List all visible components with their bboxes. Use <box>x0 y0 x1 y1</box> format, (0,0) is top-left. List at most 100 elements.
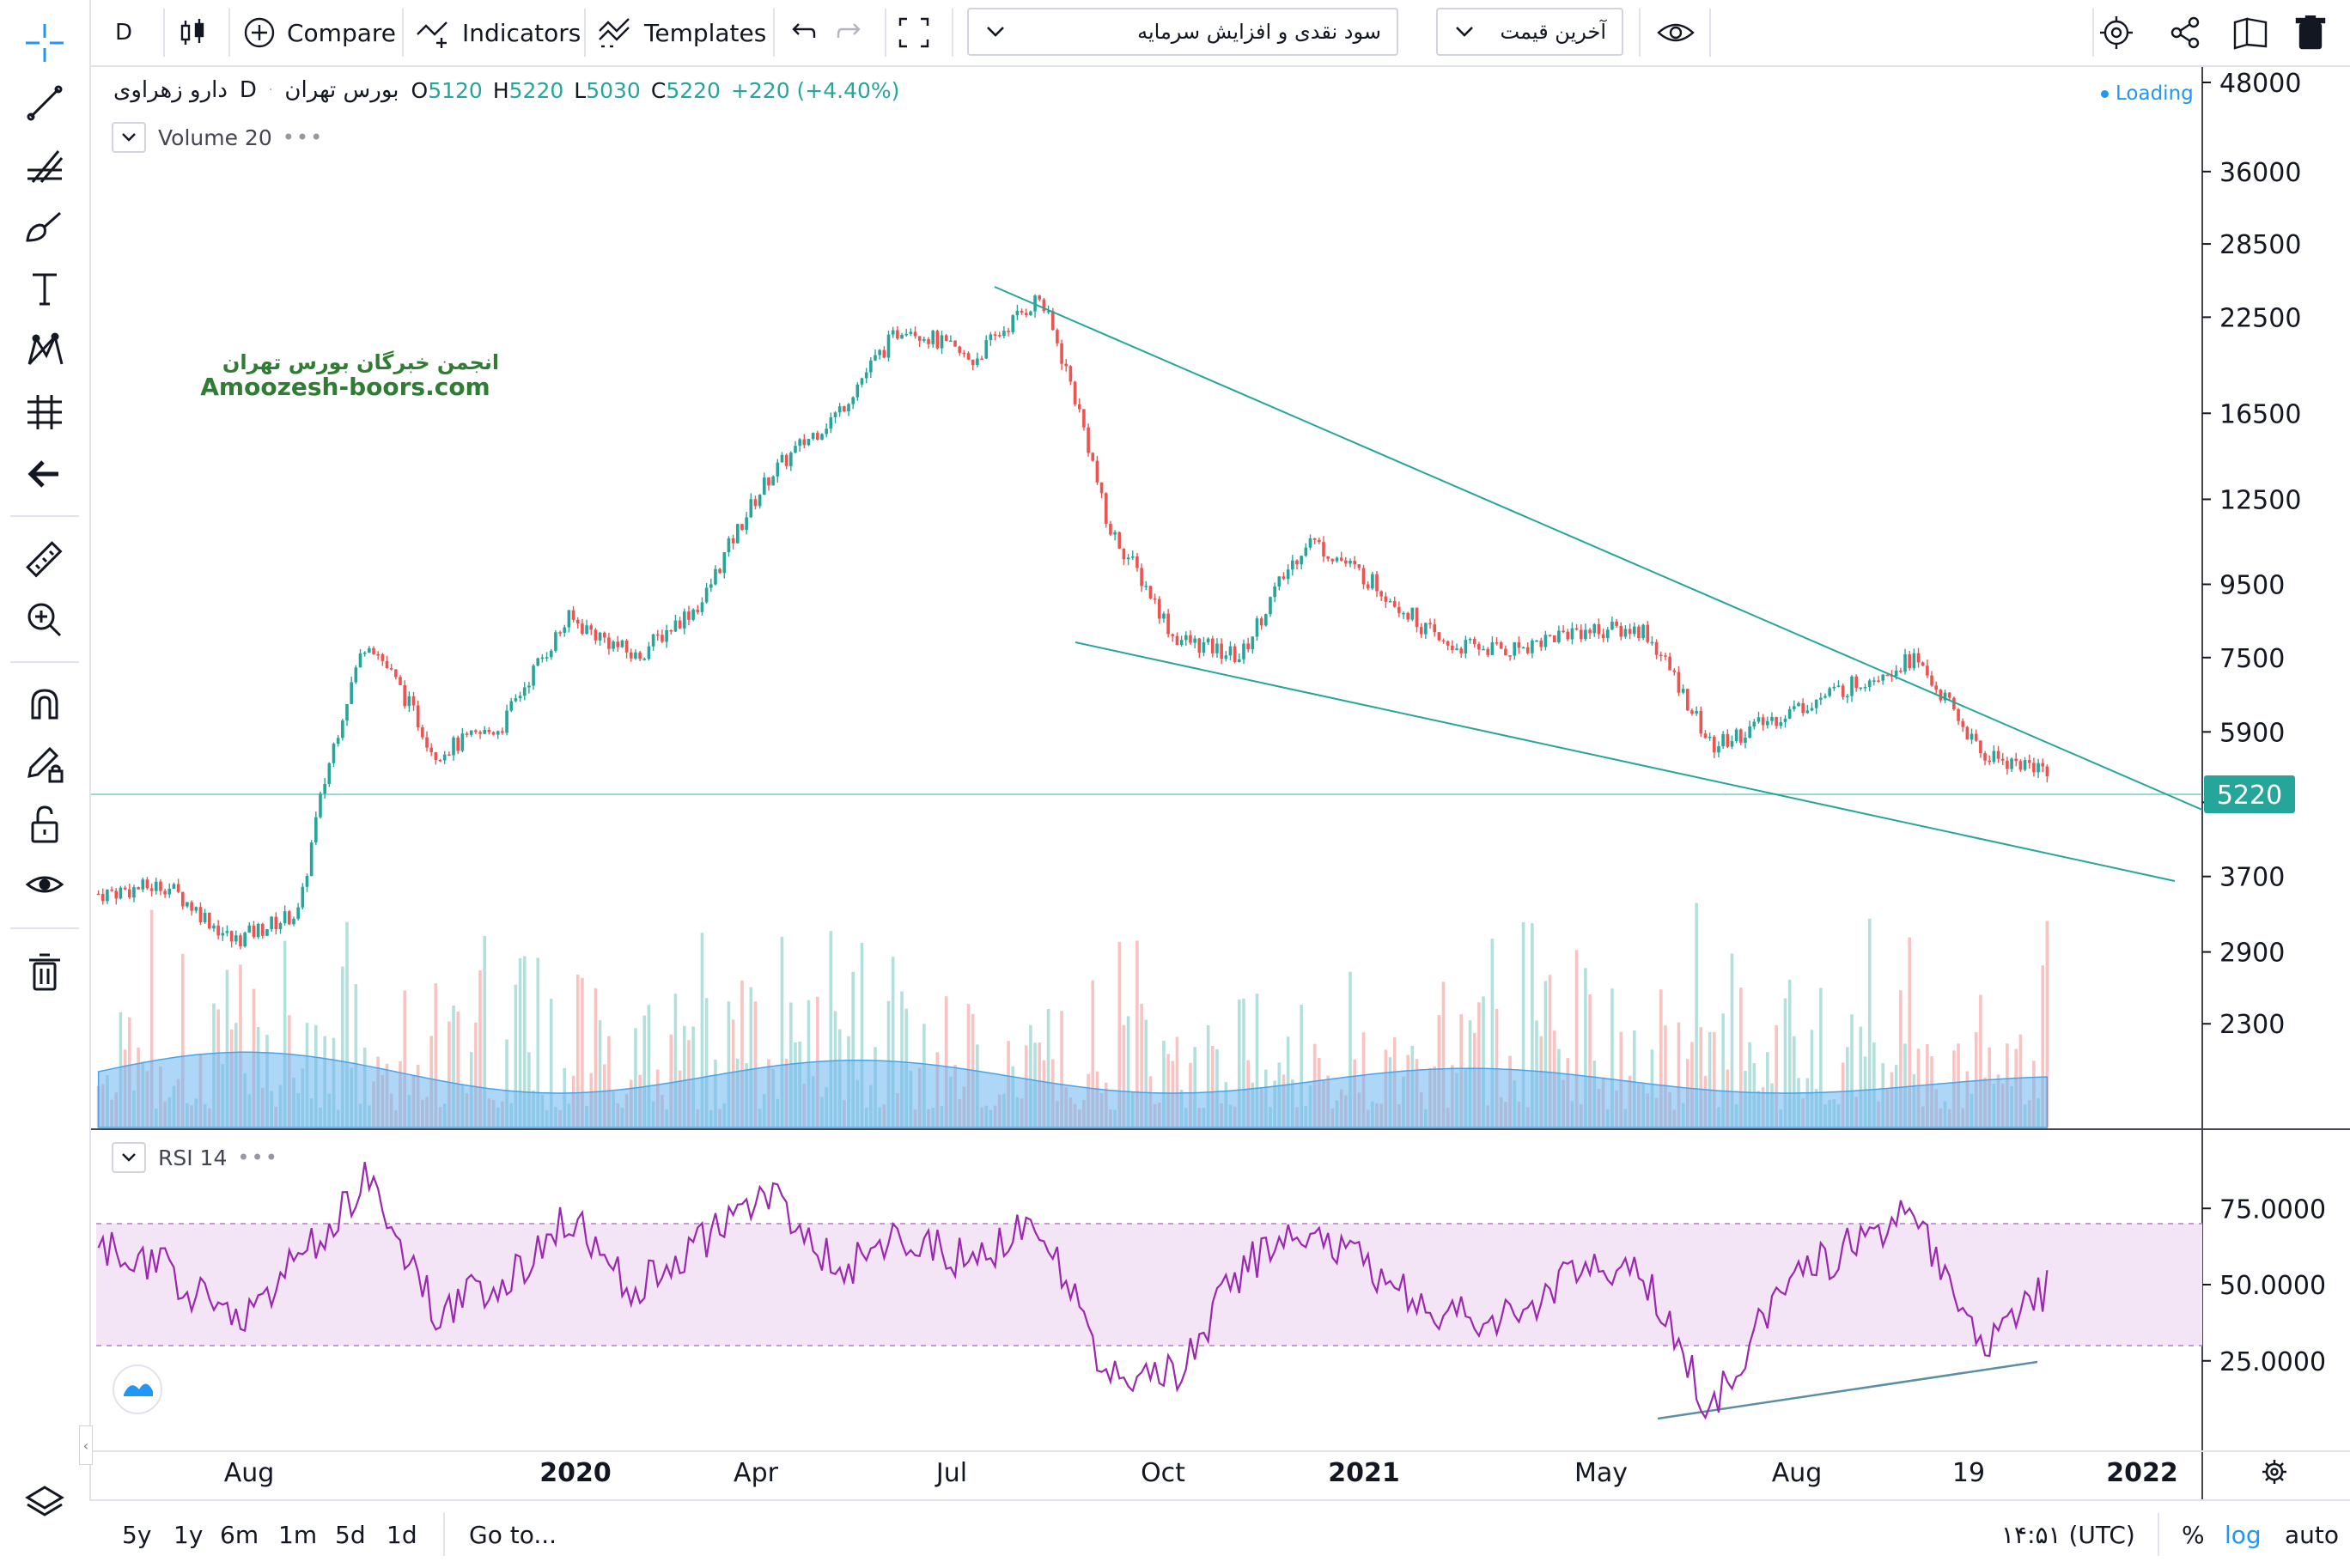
redo-button[interactable] <box>835 9 866 57</box>
range-1d-button[interactable]: 1d <box>387 1520 417 1549</box>
fullscreen-button[interactable] <box>897 9 931 57</box>
lock-tool[interactable] <box>19 800 70 848</box>
price-axis[interactable]: 48000 36000 28500 22500 16500 12500 9500 7500 59… <box>2202 69 2301 1040</box>
pattern-tool[interactable] <box>19 326 70 374</box>
collapse-volume-button[interactable] <box>112 122 146 153</box>
volume-legend[interactable]: Volume 20 ••• <box>112 120 324 155</box>
candle-body <box>1117 532 1122 549</box>
templates-button[interactable]: Templates <box>598 9 766 57</box>
fib-tool[interactable] <box>19 141 70 189</box>
back-tool[interactable] <box>19 450 70 498</box>
measure-tool[interactable] <box>19 536 70 584</box>
crosshair-tool[interactable] <box>19 19 70 67</box>
volume-bar <box>518 957 522 1127</box>
candle-body <box>350 682 353 704</box>
snapshot-button[interactable] <box>2231 9 2269 57</box>
candle-body <box>438 760 442 762</box>
candle-body <box>327 763 332 784</box>
hide-drawings-tool[interactable] <box>19 860 70 909</box>
candle-body <box>154 881 158 891</box>
candle-body <box>483 729 487 734</box>
candle-body <box>1379 591 1383 597</box>
magnet-tool[interactable] <box>19 680 70 728</box>
stay-in-drawing-tool[interactable] <box>19 740 70 788</box>
share-button[interactable] <box>2168 9 2202 57</box>
zoom-tool[interactable] <box>19 596 70 644</box>
candle-body <box>1171 634 1175 636</box>
interval-button[interactable]: D <box>115 20 133 46</box>
volume-bar <box>727 1001 731 1127</box>
candle-body <box>874 355 877 361</box>
candle-body <box>847 404 850 411</box>
volume-bar <box>1699 1027 1703 1127</box>
candle-body <box>1793 706 1796 709</box>
tradingview-logo-icon[interactable] <box>113 1364 162 1414</box>
compare-button[interactable]: Compare <box>242 9 396 57</box>
candle-body <box>1286 569 1290 580</box>
symbol-name[interactable]: دارو زهراوی <box>113 77 228 103</box>
axis-settings-icon[interactable] <box>2262 1460 2286 1484</box>
upper-trendline[interactable] <box>994 286 2203 811</box>
percent-toggle[interactable]: % <box>2182 1520 2205 1549</box>
candle-body <box>1965 726 1969 740</box>
range-5y-button[interactable]: 5y <box>122 1520 152 1549</box>
candle-body <box>1459 648 1464 653</box>
delete-button[interactable] <box>2295 9 2326 57</box>
candle-body <box>1881 674 1885 681</box>
candle-body <box>167 888 172 895</box>
rsi-axis[interactable]: 75.0000 50.0000 25.0000 <box>2202 1194 2326 1377</box>
visibility-button[interactable] <box>1656 9 1696 57</box>
candle-body <box>727 538 731 553</box>
more-icon[interactable]: ••• <box>237 1146 279 1170</box>
candle-body <box>1388 601 1392 603</box>
undo-button[interactable] <box>787 9 818 57</box>
candle-body <box>673 620 678 632</box>
more-icon[interactable]: ••• <box>282 125 325 149</box>
candle-body <box>1615 621 1618 626</box>
candle-body <box>913 331 917 337</box>
crosshair-icon <box>26 24 64 62</box>
brush-tool[interactable] <box>19 203 70 251</box>
candle-body <box>1215 643 1219 653</box>
text-tool[interactable] <box>19 264 70 313</box>
lower-trendline[interactable] <box>1075 641 2176 882</box>
indicators-button[interactable]: Indicators <box>416 9 581 57</box>
timezone-button[interactable]: ۱۴:۵۱ (UTC) <box>2001 1520 2135 1549</box>
remove-drawings-tool[interactable] <box>19 948 70 996</box>
chart-type-button[interactable] <box>177 9 208 57</box>
rsi-divergence-line[interactable] <box>1657 1360 2038 1420</box>
rsi-legend[interactable]: RSI 14 ••• <box>112 1140 279 1175</box>
rsi-tick: 75.0000 <box>2219 1194 2326 1225</box>
auto-toggle[interactable]: auto <box>2285 1520 2340 1549</box>
log-toggle[interactable]: log <box>2225 1520 2262 1549</box>
candle-body <box>886 334 891 358</box>
trendline-tool[interactable] <box>19 79 70 127</box>
candle-body <box>1605 629 1610 639</box>
candle-body <box>1024 313 1028 316</box>
candle-body <box>501 731 504 733</box>
forecast-tool[interactable] <box>19 388 70 436</box>
candle-body <box>1068 366 1073 382</box>
object-tree-tool[interactable] <box>19 1479 70 1527</box>
price-source-dropdown[interactable]: آخرین قیمت <box>1436 8 1623 56</box>
rsi-line <box>97 1162 2049 1420</box>
time-axis[interactable]: Aug 2020 Apr Jul Oct 2021 May Aug 19 2022 <box>224 1458 2178 1488</box>
candle-body <box>1175 635 1179 646</box>
candle-body <box>1109 523 1112 535</box>
range-6m-button[interactable]: 6m <box>220 1520 259 1549</box>
collapse-handle[interactable]: ‹ <box>79 1425 93 1465</box>
price-tick: 3700 <box>2219 863 2285 893</box>
candle-body <box>1756 717 1761 722</box>
candle-body <box>1703 733 1708 738</box>
dividends-dropdown[interactable]: سود نقدی و افزایش سرمایه <box>967 8 1398 56</box>
last-price-badge <box>2204 775 2295 813</box>
range-1m-button[interactable]: 1m <box>278 1520 318 1549</box>
goto-button[interactable]: Go to... <box>469 1520 557 1549</box>
collapse-rsi-button[interactable] <box>112 1142 146 1173</box>
range-5d-button[interactable]: 5d <box>335 1520 366 1549</box>
settings-button[interactable] <box>2097 9 2135 57</box>
candle-body <box>1610 621 1614 630</box>
range-1y-button[interactable]: 1y <box>174 1520 204 1549</box>
exchange-name[interactable]: بورس تهران <box>284 77 399 103</box>
